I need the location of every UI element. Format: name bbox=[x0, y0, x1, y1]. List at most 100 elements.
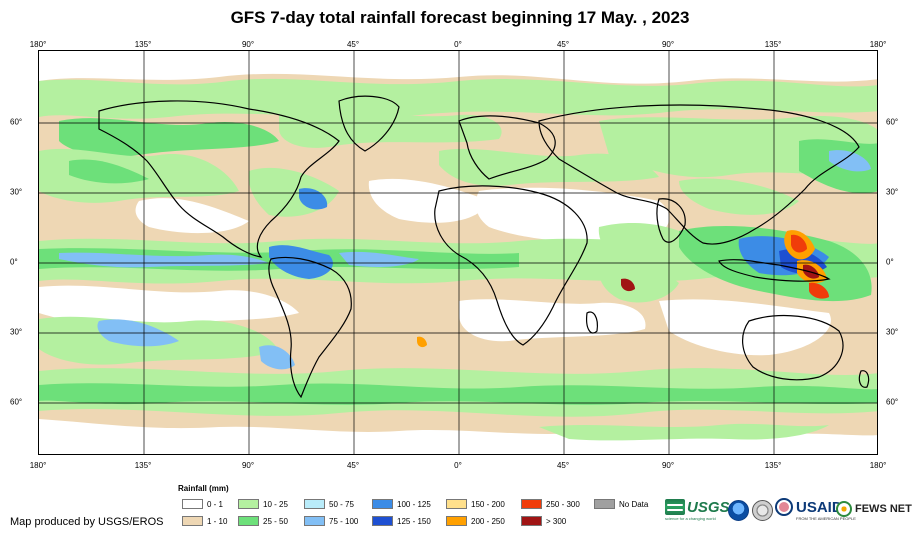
north-america-outline bbox=[98, 100, 340, 258]
legend-swatch bbox=[446, 516, 467, 526]
legend-swatch bbox=[304, 499, 325, 509]
lon-tick-bottom: 180° bbox=[869, 461, 887, 470]
legend-item: 75 - 100 bbox=[304, 516, 358, 526]
legend-item: 50 - 75 bbox=[304, 499, 354, 509]
usgs-logo: USGS bbox=[665, 499, 730, 515]
lon-tick-bottom: 135° bbox=[134, 461, 152, 470]
lat-tick-left: 60° bbox=[10, 397, 23, 407]
graticule-group bbox=[39, 51, 877, 454]
moderate-rain-region bbox=[39, 383, 877, 405]
extreme-rain-region bbox=[809, 282, 829, 299]
legend-swatch bbox=[446, 499, 467, 509]
usaid-logo: USAID bbox=[775, 498, 843, 516]
legend-label: 100 - 125 bbox=[397, 499, 431, 509]
dry-region bbox=[459, 299, 646, 342]
legend-swatch bbox=[521, 499, 542, 509]
legend-label: No Data bbox=[619, 499, 649, 509]
madagascar-outline bbox=[586, 311, 598, 334]
lon-tick-bottom: 45° bbox=[346, 461, 360, 470]
fews-wordmark: FEWS NET bbox=[855, 503, 912, 515]
lon-tick-bottom: 0° bbox=[454, 461, 462, 470]
usaid-wordmark: USAID bbox=[796, 498, 843, 516]
lon-tick-bottom: 135° bbox=[764, 461, 782, 470]
dry-region bbox=[368, 178, 489, 223]
usaid-tagline: FROM THE AMERICAN PEOPLE bbox=[796, 516, 856, 521]
legend-swatch bbox=[182, 499, 203, 509]
lon-tick-top: 135° bbox=[134, 40, 152, 49]
legend-label: 200 - 250 bbox=[471, 516, 505, 526]
map-title: GFS 7-day total rainfall forecast beginn… bbox=[230, 8, 690, 27]
extreme-rain-region bbox=[621, 278, 635, 292]
dry-region bbox=[39, 51, 877, 84]
lat-tick-right: 0° bbox=[886, 257, 894, 267]
dry-region bbox=[135, 198, 249, 234]
europe-outline bbox=[458, 115, 556, 180]
light-rain-region bbox=[39, 78, 877, 119]
legend-label: 10 - 25 bbox=[263, 499, 288, 509]
lat-tick-right: 30° bbox=[886, 327, 899, 337]
lat-tick-right: 30° bbox=[886, 187, 899, 197]
legend-item: > 300 bbox=[521, 516, 566, 526]
legend-item: 200 - 250 bbox=[446, 516, 505, 526]
legend-title: Rainfall (mm) bbox=[178, 484, 229, 493]
legend-item: 0 - 1 bbox=[182, 499, 223, 509]
legend-item: 25 - 50 bbox=[238, 516, 288, 526]
light-rain-region bbox=[598, 222, 699, 267]
heavy-rain-region bbox=[59, 252, 269, 268]
legend-swatch bbox=[238, 516, 259, 526]
lon-tick-bottom: 90° bbox=[661, 461, 675, 470]
legend-item: 150 - 200 bbox=[446, 499, 505, 509]
lon-tick-top: 45° bbox=[556, 40, 570, 49]
extreme-rain-region bbox=[417, 336, 427, 348]
usgs-mark-icon bbox=[665, 499, 685, 515]
legend-swatch bbox=[594, 499, 615, 509]
lat-tick-left: 30° bbox=[10, 327, 23, 337]
lat-tick-left: 30° bbox=[10, 187, 23, 197]
lon-tick-top: 90° bbox=[241, 40, 255, 49]
legend-item: No Data bbox=[594, 499, 648, 509]
extreme-rain-region bbox=[791, 234, 807, 253]
rainfall-map-graphic bbox=[39, 51, 877, 454]
legend-label: 1 - 10 bbox=[207, 516, 228, 526]
lon-tick-top: 180° bbox=[869, 40, 887, 49]
heavy-rain-region bbox=[299, 188, 328, 210]
commerce-seal-icon bbox=[752, 500, 773, 521]
light-rain-region bbox=[598, 262, 679, 303]
light-rain-region bbox=[248, 167, 339, 217]
heavy-rain-region bbox=[269, 245, 333, 279]
legend-swatch bbox=[238, 499, 259, 509]
lon-tick-top: 180° bbox=[29, 40, 47, 49]
fews-net-logo: FEWS NET bbox=[836, 501, 912, 517]
lon-tick-top: 0° bbox=[454, 40, 462, 49]
light-rain-region bbox=[679, 178, 799, 215]
moderate-rain-region bbox=[59, 118, 279, 157]
map-credit: Map produced by USGS/EROS bbox=[10, 516, 164, 528]
lon-tick-bottom: 45° bbox=[556, 461, 570, 470]
usgs-tagline: science for a changing world bbox=[665, 516, 716, 521]
legend-label: > 300 bbox=[546, 516, 567, 526]
usaid-seal-icon bbox=[775, 498, 793, 516]
legend-swatch bbox=[372, 516, 393, 526]
legend-item: 10 - 25 bbox=[238, 499, 288, 509]
south-america-outline bbox=[268, 256, 352, 399]
heavy-rain-region bbox=[829, 150, 871, 172]
moderate-rain-region bbox=[69, 159, 149, 184]
australia-outline bbox=[742, 314, 844, 381]
lon-tick-top: 90° bbox=[661, 40, 675, 49]
rainfall-map bbox=[38, 50, 878, 455]
legend-label: 150 - 200 bbox=[471, 499, 505, 509]
legend-label: 0 - 1 bbox=[207, 499, 224, 509]
usgs-wordmark: USGS bbox=[687, 498, 730, 516]
heavy-rain-region bbox=[259, 345, 295, 370]
legend-label: 50 - 75 bbox=[329, 499, 354, 509]
legend-item: 125 - 150 bbox=[372, 516, 431, 526]
fews-mark-icon bbox=[836, 501, 852, 517]
legend-item: 100 - 125 bbox=[372, 499, 431, 509]
legend-label: 250 - 300 bbox=[546, 499, 580, 509]
greenland-outline bbox=[338, 95, 400, 152]
legend-swatch bbox=[182, 516, 203, 526]
legend-item: 1 - 10 bbox=[182, 516, 227, 526]
dry-region bbox=[39, 285, 299, 327]
legend-swatch bbox=[521, 516, 542, 526]
lon-tick-top: 45° bbox=[346, 40, 360, 49]
